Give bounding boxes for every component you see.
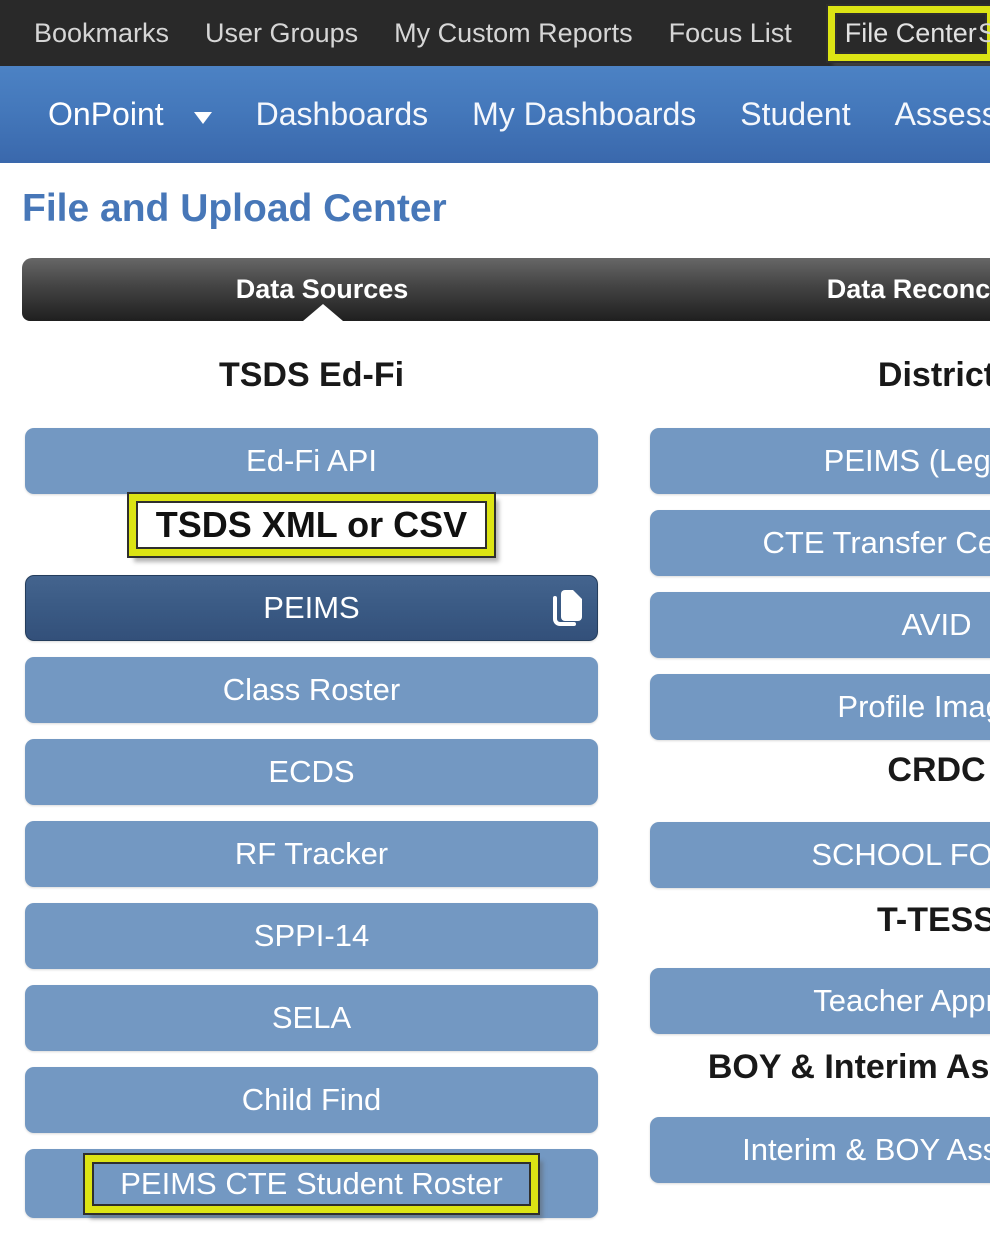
nav-item-assessment[interactable]: Assessment xyxy=(894,96,990,132)
button-sppi-14[interactable]: SPPI-14 xyxy=(25,903,598,969)
button-sela[interactable]: SELA xyxy=(25,985,598,1051)
section-heading-district: District xyxy=(877,356,990,394)
nav-item-file-center-highlighted[interactable]: File Center xyxy=(827,5,990,61)
button-interim-boy[interactable]: Interim & BOY Assessments xyxy=(650,1117,990,1183)
copy-pages-icon xyxy=(553,590,582,626)
section-heading-crdc: CRDC xyxy=(887,751,986,789)
nav-item-user-groups[interactable]: User Groups xyxy=(205,17,359,48)
button-ecds[interactable]: ECDS xyxy=(25,739,598,805)
peims-cte-student-roster-highlight: PEIMS CTE Student Roster xyxy=(85,1154,538,1213)
button-avid[interactable]: AVID xyxy=(650,592,990,658)
button-child-find[interactable]: Child Find xyxy=(25,1067,598,1133)
button-rf-tracker[interactable]: RF Tracker xyxy=(25,821,598,887)
top-navigation-bar: Bookmarks User Groups My Custom Reports … xyxy=(0,0,990,66)
button-teacher-appraisal[interactable]: Teacher Appraisal xyxy=(650,968,990,1034)
button-peims-legacy[interactable]: PEIMS (Legacy) xyxy=(650,428,990,494)
nav-item-bookmarks[interactable]: Bookmarks xyxy=(34,17,170,48)
button-cte-transfer[interactable]: CTE Transfer Certificates xyxy=(650,510,990,576)
nav-item-focus-list[interactable]: Focus List xyxy=(668,17,792,48)
button-profile-images[interactable]: Profile Images xyxy=(650,674,990,740)
button-peims-cte-student-roster[interactable]: PEIMS CTE Student Roster xyxy=(25,1149,598,1218)
nav-item-my-custom-reports[interactable]: My Custom Reports xyxy=(394,17,633,48)
nav-item-student[interactable]: Student xyxy=(740,96,851,132)
section-heading-ttess: T-TESS xyxy=(876,901,990,939)
nav-item-my-dashboards[interactable]: My Dashboards xyxy=(472,96,697,132)
button-school-forms[interactable]: SCHOOL FORMS xyxy=(650,822,990,888)
section-heading-boy-interim: BOY & Interim Assessments xyxy=(707,1048,990,1086)
tab-bar: Data Sources Data Reconciliation xyxy=(22,258,990,321)
tab-data-sources[interactable]: Data Sources xyxy=(235,274,409,304)
brand-menu-onpoint[interactable]: OnPoint xyxy=(48,96,164,132)
page-title: File and Upload Center xyxy=(22,187,447,230)
subheading-tsds-xml-csv-wrap: TSDS XML or CSV xyxy=(25,494,598,556)
button-peims[interactable]: PEIMS xyxy=(25,575,598,641)
button-class-roster[interactable]: Class Roster xyxy=(25,657,598,723)
nav-item-dashboards[interactable]: Dashboards xyxy=(255,96,429,132)
section-heading-tsds-edfi: TSDS Ed-Fi xyxy=(218,356,405,394)
main-navigation-bar: OnPoint Dashboards My Dashboards Student… xyxy=(0,66,990,163)
button-peims-label: PEIMS xyxy=(263,590,360,625)
chevron-down-icon xyxy=(193,111,212,124)
nav-item-cutoff[interactable]: S xyxy=(978,18,990,48)
tab-data-reconciliation[interactable]: Data Reconciliation xyxy=(826,274,990,304)
button-edfi-api[interactable]: Ed-Fi API xyxy=(25,428,598,494)
subheading-tsds-xml-csv-highlighted: TSDS XML or CSV xyxy=(128,494,495,556)
active-tab-pointer xyxy=(303,304,343,321)
